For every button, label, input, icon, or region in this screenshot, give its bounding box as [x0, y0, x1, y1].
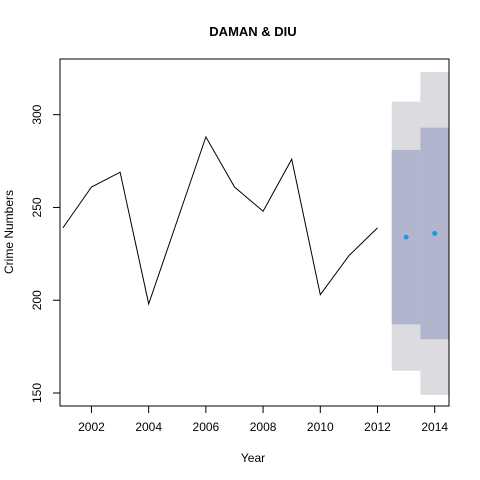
x-axis-label: Year [241, 451, 265, 465]
x-tick-label-2002: 2002 [78, 420, 105, 434]
forecast-point-2013 [403, 234, 409, 240]
y-axis: 150 200 250 300 [30, 104, 61, 403]
chart-title: DAMAN & DIU [209, 24, 296, 39]
x-tick-label-2014: 2014 [421, 420, 448, 434]
y-tick-label-300: 300 [30, 104, 44, 124]
y-tick-label-150: 150 [30, 383, 44, 403]
y-tick-label-250: 250 [30, 197, 44, 217]
forecast-points [403, 230, 438, 240]
x-tick-label-2006: 2006 [193, 420, 220, 434]
y-tick-label-200: 200 [30, 290, 44, 310]
x-tick-label-2004: 2004 [135, 420, 162, 434]
x-tick-label-2010: 2010 [307, 420, 334, 434]
x-tick-label-2008: 2008 [250, 420, 277, 434]
series-line [62, 135, 378, 306]
plot-frame [59, 58, 450, 407]
y-axis-label: Crime Numbers [2, 190, 16, 274]
forecast-point-2014 [432, 230, 438, 236]
x-axis: 2002 2004 2006 2008 2010 2012 2014 [78, 405, 448, 434]
forecast-bands [391, 71, 449, 395]
x-tick-label-2012: 2012 [364, 420, 391, 434]
